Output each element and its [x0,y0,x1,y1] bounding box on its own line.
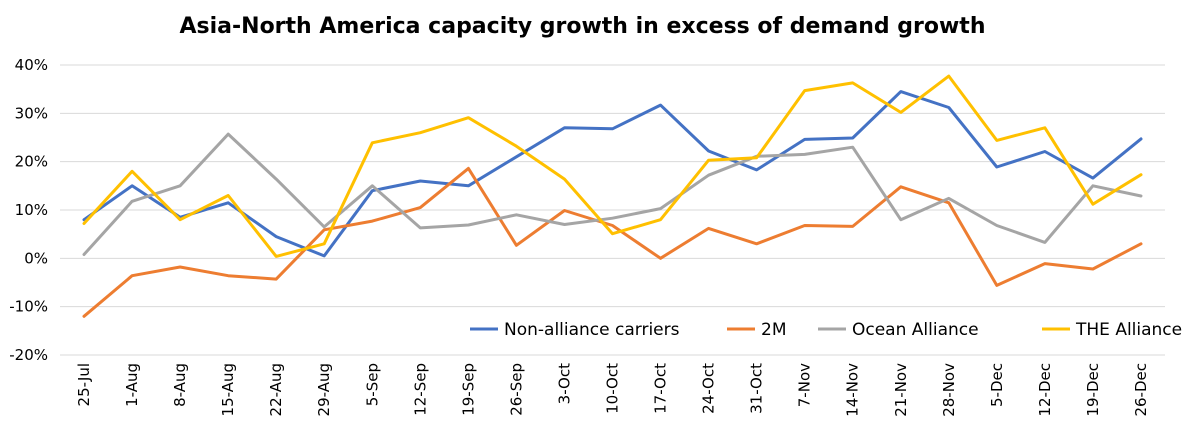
y-tick-label: 40% [15,56,48,74]
x-tick-label: 3-Oct [555,363,573,404]
gridlines [60,64,1165,356]
y-tick-label: 0% [24,249,48,267]
x-axis-tick-labels: 25-Jul 1-Aug 8-Aug 15-Aug 22-Aug 29-Aug 5-Sep 1… [75,363,1150,417]
x-tick-label: 21-Nov [892,363,910,417]
series-line-the-alliance [82,74,1143,258]
x-tick-label: 5-Sep [363,363,381,406]
x-tick-label: 24-Oct [700,363,718,414]
x-tick-label: 31-Oct [748,363,766,414]
x-tick-label: 22-Aug [267,363,285,416]
x-tick-label: 7-Nov [796,363,814,407]
x-tick-label: 26-Sep [507,363,525,416]
y-tick-label: 10% [15,201,48,219]
x-tick-label: 29-Aug [315,363,333,416]
x-tick-label: 1-Aug [123,363,141,407]
x-tick-label: 15-Aug [219,363,237,416]
x-tick-label: 19-Dec [1084,363,1102,417]
x-tick-label: 19-Sep [459,363,477,416]
legend-2m-label: 2M [761,320,786,340]
x-tick-label: 25-Jul [75,363,93,406]
x-tick-label: 17-Oct [652,363,670,414]
x-tick-label: 8-Aug [171,363,189,407]
x-tick-label: 5-Dec [988,363,1006,407]
y-tick-label: 30% [15,104,48,122]
legend-ocean-alliance-label: Ocean Alliance [852,320,979,340]
y-tick-label: 20% [15,153,48,171]
x-tick-label: 12-Sep [411,363,429,416]
legend-non-alliance-carriers-label: Non-alliance carriers [504,320,680,340]
x-tick-label: 10-Oct [604,363,622,414]
x-tick-label: 26-Dec [1132,363,1150,417]
series-lines [82,74,1143,318]
y-tick-label: -20% [9,346,48,364]
x-tick-label: 28-Nov [940,363,958,417]
series-line-non-alliance-carriers [82,90,1143,258]
legend-the-alliance-label: THE Alliance [1075,320,1182,340]
y-tick-label: -10% [9,298,48,316]
series-line-ocean-alliance [82,132,1143,256]
x-tick-label: 14-Nov [844,363,862,417]
legend: Non-alliance carriers 2M Ocean Alliance THE… [470,320,1182,340]
x-tick-label: 12-Dec [1036,363,1054,417]
y-axis-tick-labels: 40% 30% 20% 10% 0% -10% -20% [9,56,48,364]
chart-title: Asia-North America capacity growth in ex… [179,14,986,39]
series-line-2m [82,166,1143,318]
